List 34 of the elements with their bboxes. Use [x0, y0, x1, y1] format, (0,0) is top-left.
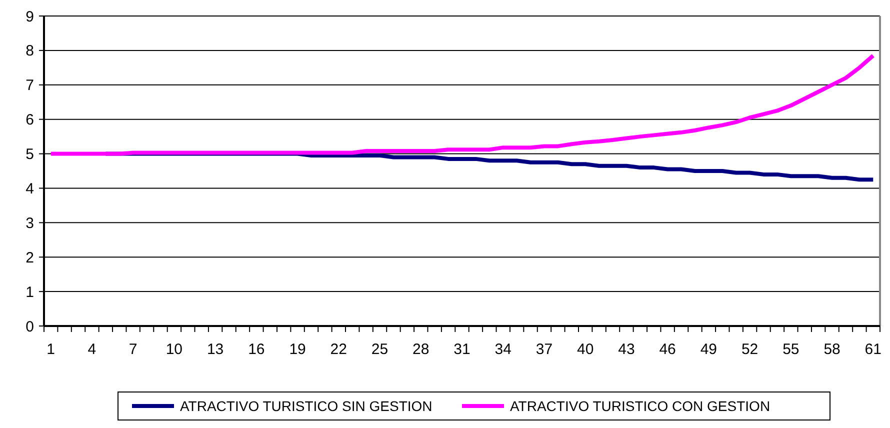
x-tick-label: 10	[166, 341, 183, 358]
y-tick-label: 1	[26, 284, 34, 301]
y-tick-label: 8	[26, 42, 34, 60]
x-tick-label: 55	[782, 341, 800, 358]
y-tick-label: 5	[26, 146, 34, 164]
x-tick-label: 58	[824, 341, 840, 358]
legend-label: ATRACTIVO TURISTICO CON GESTION	[510, 398, 770, 414]
x-tick-label: 34	[494, 341, 512, 358]
x-tick-label: 22	[330, 341, 347, 358]
y-tick-label: 7	[26, 77, 34, 94]
x-tick-label: 7	[128, 341, 138, 358]
x-tick-label: 4	[88, 341, 96, 358]
x-tick-label: 52	[741, 341, 758, 358]
x-tick-label: 28	[412, 341, 430, 358]
x-tick-label: 16	[248, 341, 265, 358]
line-series	[48, 54, 876, 156]
y-tick-label: 0	[26, 318, 34, 336]
x-tick-label: 49	[700, 341, 718, 358]
x-tick-label: 46	[659, 341, 676, 358]
x-tick-label: 13	[206, 341, 224, 358]
x-tick-label: 40	[577, 341, 594, 358]
x-tick-label: 31	[454, 341, 470, 358]
legend-label: ATRACTIVO TURISTICO SIN GESTION	[180, 398, 432, 414]
y-tick-label: 6	[26, 112, 34, 129]
x-tick-label: 25	[371, 341, 388, 358]
x-tick-label: 61	[864, 341, 882, 358]
y-tick-label: 2	[26, 249, 34, 266]
x-tick-label: 19	[289, 341, 306, 358]
x-tick-label: 43	[618, 341, 635, 358]
y-tick-label: 9	[26, 8, 34, 26]
y-tick-label: 4	[26, 180, 34, 198]
x-tick-label: 37	[536, 341, 553, 358]
y-tick-label: 3	[26, 214, 34, 232]
x-tick-label: 1	[46, 341, 56, 358]
